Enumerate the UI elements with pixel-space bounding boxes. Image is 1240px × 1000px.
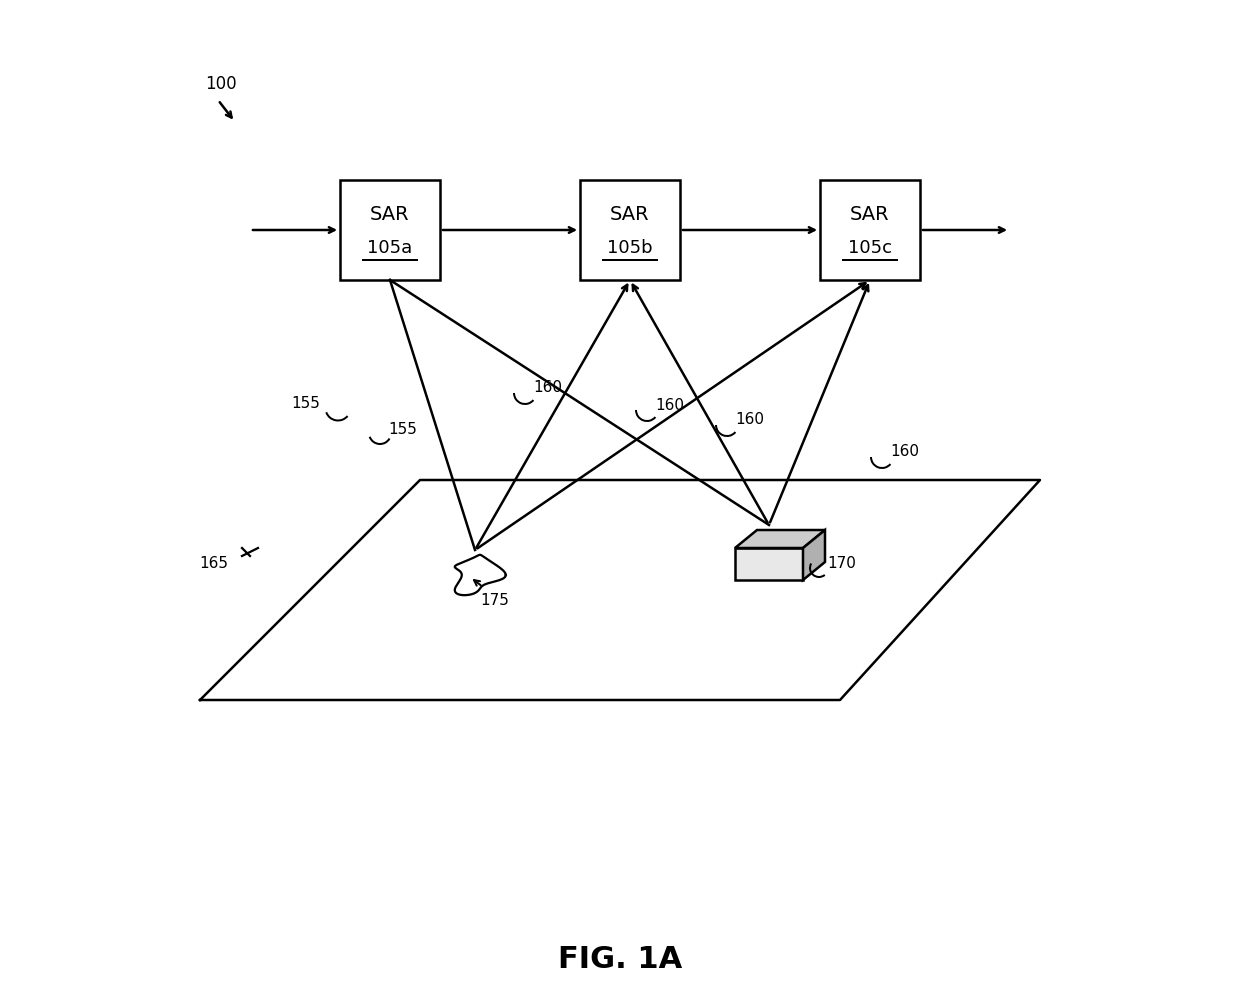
Text: FIG. 1A: FIG. 1A	[558, 946, 682, 974]
Text: 105b: 105b	[608, 239, 652, 257]
Text: 170: 170	[827, 556, 856, 570]
Text: 165: 165	[198, 556, 228, 570]
Text: 160: 160	[655, 397, 684, 412]
Text: 155: 155	[388, 422, 417, 438]
Polygon shape	[804, 530, 825, 580]
FancyBboxPatch shape	[580, 180, 680, 280]
Text: 105c: 105c	[848, 239, 892, 257]
FancyBboxPatch shape	[340, 180, 440, 280]
Text: SAR: SAR	[610, 205, 650, 224]
Text: 160: 160	[735, 412, 764, 428]
Text: 100: 100	[205, 75, 237, 93]
FancyBboxPatch shape	[820, 180, 920, 280]
Text: 160: 160	[533, 380, 562, 395]
Text: 155: 155	[291, 395, 320, 410]
Text: SAR: SAR	[371, 205, 409, 224]
Text: 160: 160	[890, 444, 919, 460]
Text: 175: 175	[480, 593, 508, 608]
Polygon shape	[735, 530, 825, 548]
Polygon shape	[735, 548, 804, 580]
Text: 105a: 105a	[367, 239, 413, 257]
Text: SAR: SAR	[851, 205, 890, 224]
